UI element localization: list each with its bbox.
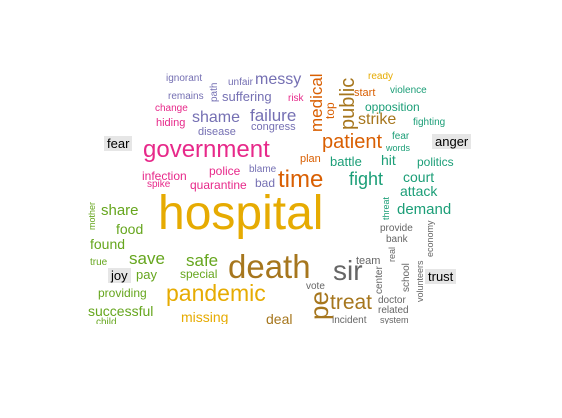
word-suffering: suffering <box>222 89 272 104</box>
word-team: team <box>356 255 381 267</box>
word-remains: remains <box>168 91 204 102</box>
word-words: words <box>386 143 411 153</box>
word-change: change <box>155 103 188 114</box>
word-government: government <box>143 136 270 163</box>
word-blame: blame <box>249 164 277 175</box>
word-cloud-body: ignorant unfair messy ready remains path suffe… <box>86 72 476 324</box>
word-share: share <box>101 202 139 219</box>
word-opposition: opposition <box>365 100 420 114</box>
word-path: path <box>209 82 220 102</box>
word-police: police <box>209 164 241 178</box>
word-bad: bad <box>255 176 276 190</box>
word-hiding: hiding <box>156 117 186 129</box>
word-incident: incident <box>332 315 367 325</box>
word-bank: bank <box>386 234 408 245</box>
word-death: death <box>228 248 311 285</box>
word-messy: messy <box>255 72 302 88</box>
word-ignorant: ignorant <box>166 73 203 84</box>
word-treat: treat <box>330 291 373 314</box>
word-real: real <box>387 246 397 262</box>
word-start: start <box>354 87 376 99</box>
word-pandemic: pandemic <box>166 280 266 306</box>
word-vote: vote <box>306 281 325 292</box>
word-risk: risk <box>288 93 304 104</box>
word-child: child <box>96 317 117 325</box>
word-disease: disease <box>198 126 236 138</box>
word-food: food <box>116 221 144 237</box>
word-battle: battle <box>330 154 362 169</box>
word-missing: missing <box>181 309 229 324</box>
word-deal: deal <box>266 311 293 324</box>
category-label-trust: trust <box>425 269 457 284</box>
word-mother: mother <box>87 201 97 230</box>
word-failure: failure <box>250 106 297 125</box>
word-successful: successful <box>88 303 154 319</box>
word-ready: ready <box>368 72 394 82</box>
word-demand: demand <box>397 201 452 218</box>
word-attack: attack <box>400 183 438 199</box>
category-label-fear: fear <box>104 136 133 151</box>
word-top: top <box>323 102 337 119</box>
word-patient: patient <box>322 131 383 153</box>
word-hit: hit <box>381 152 396 168</box>
word-fight: fight <box>349 169 384 189</box>
word-congress: congress <box>251 121 296 133</box>
word-pe: pe <box>304 291 334 320</box>
word-found: found <box>90 236 126 252</box>
word-court: court <box>403 169 435 185</box>
word-safe: safe <box>186 251 219 270</box>
word-pay: pay <box>136 267 157 282</box>
word-spike: spike <box>147 179 171 190</box>
word-politics: politics <box>417 155 454 169</box>
category-label-joy: joy <box>108 268 131 283</box>
word-quarantine: quarantine <box>190 178 247 192</box>
word-economy: economy <box>425 220 435 257</box>
word-center: center <box>374 266 385 294</box>
word-doctor: doctor <box>378 295 406 306</box>
category-label-anger: anger <box>432 134 472 149</box>
word-fighting: fighting <box>413 117 446 128</box>
word-unfair: unfair <box>228 77 254 88</box>
word-provide: provide <box>380 223 413 234</box>
word-true: true <box>90 257 108 268</box>
word-special: special <box>180 267 218 281</box>
word-school: school <box>401 263 412 292</box>
word-related: related <box>378 305 409 316</box>
word-violence: violence <box>390 85 427 96</box>
word-shame: shame <box>192 109 241 126</box>
word-providing: providing <box>98 286 147 300</box>
word-infection: infection <box>142 169 187 183</box>
word-sir: sir <box>333 255 363 286</box>
word-strike: strike <box>358 111 397 128</box>
word-threat: threat <box>381 196 391 220</box>
word-save: save <box>129 249 165 268</box>
word-volunteers: volunteers <box>415 260 425 302</box>
word-public: public <box>337 77 359 130</box>
word-fear: fear <box>392 131 410 142</box>
word-hospital: hospital <box>158 187 324 240</box>
word-plan: plan <box>300 153 321 165</box>
word-system: system <box>380 315 409 325</box>
word-time: time <box>278 166 324 193</box>
